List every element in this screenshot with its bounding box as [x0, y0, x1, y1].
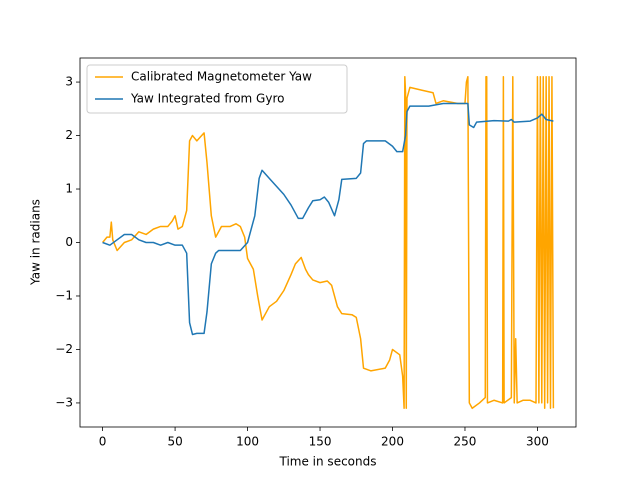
data-line: [102, 75, 555, 410]
x-tick-label: 100: [236, 435, 259, 449]
y-tick-label: −3: [55, 395, 73, 409]
x-tick-label: 50: [167, 435, 182, 449]
data-line: [102, 102, 554, 336]
y-tick-label: 3: [65, 75, 73, 89]
legend-label: Calibrated Magnetometer Yaw: [131, 70, 312, 84]
y-tick-label: 0: [65, 235, 73, 249]
legend-box: [86, 64, 348, 114]
y-axis-label: Yaw in radians: [29, 199, 43, 286]
x-tick-label: 300: [526, 435, 549, 449]
y-tick-label: 2: [65, 128, 73, 142]
x-axis-label: Time in seconds: [279, 455, 377, 469]
y-tick-label: −1: [55, 288, 73, 302]
x-tick-label: 200: [381, 435, 404, 449]
x-tick-label: 150: [309, 435, 332, 449]
x-tick-label: 0: [99, 435, 107, 449]
y-tick-label: 1: [65, 182, 73, 196]
y-tick-label: −2: [55, 342, 73, 356]
x-tick-label: 250: [454, 435, 477, 449]
legend-label: Yaw Integrated from Gyro: [130, 92, 284, 106]
